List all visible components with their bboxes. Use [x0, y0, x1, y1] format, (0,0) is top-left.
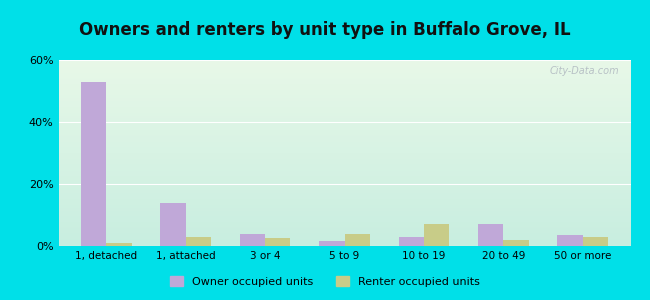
Legend: Owner occupied units, Renter occupied units: Owner occupied units, Renter occupied un… [166, 272, 484, 291]
Bar [478, 224, 503, 246]
Bar [424, 224, 449, 246]
Bar [503, 240, 529, 246]
Bar [240, 234, 265, 246]
Bar [583, 237, 608, 246]
Bar [265, 238, 291, 246]
Bar [186, 237, 211, 246]
Bar [344, 234, 370, 246]
Bar [319, 241, 344, 246]
Bar [558, 235, 583, 246]
Bar [106, 243, 131, 246]
Text: City-Data.com: City-Data.com [549, 66, 619, 76]
Text: Owners and renters by unit type in Buffalo Grove, IL: Owners and renters by unit type in Buffa… [79, 21, 571, 39]
Bar [81, 82, 106, 246]
Bar [398, 237, 424, 246]
Bar [160, 202, 186, 246]
